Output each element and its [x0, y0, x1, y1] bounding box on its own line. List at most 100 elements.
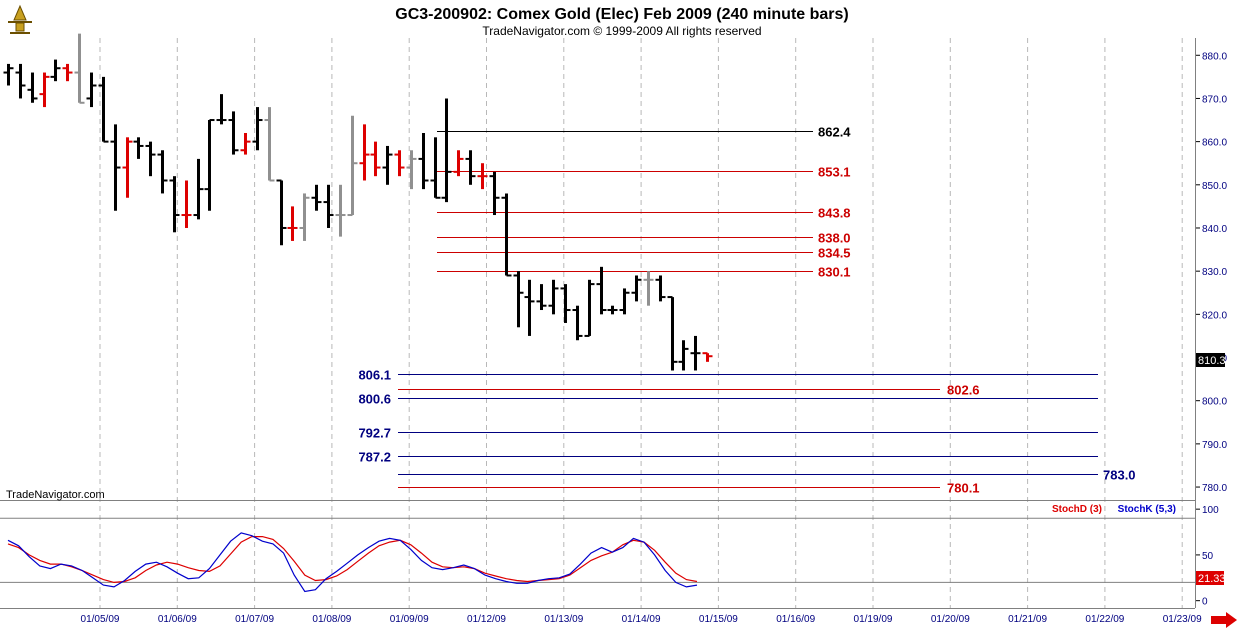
price-bar — [596, 266, 607, 315]
price-tick-label: 860.0 — [1202, 138, 1227, 149]
fib-label: 853.1 — [818, 165, 851, 180]
date-tick-label: 01/23/09 — [1163, 614, 1202, 625]
price-bar — [323, 184, 334, 228]
price-bar — [382, 145, 393, 185]
fib-label: 780.1 — [947, 481, 980, 496]
date-tick-label: 01/22/09 — [1085, 614, 1124, 625]
price-bar — [335, 184, 346, 237]
price-bar — [276, 179, 287, 246]
price-bar — [157, 150, 168, 194]
price-bar — [489, 171, 500, 216]
price-bar — [607, 305, 618, 315]
price-bar — [501, 193, 512, 277]
price-bar — [3, 63, 14, 86]
price-tick-label: 840.0 — [1202, 224, 1227, 235]
price-bar — [394, 150, 405, 177]
date-tick-label: 01/12/09 — [467, 614, 506, 625]
price-bar — [667, 296, 678, 371]
chart-title: GC3-200902: Comex Gold (Elec) Feb 2009 (… — [395, 6, 849, 23]
price-bar — [572, 305, 583, 341]
price-bar — [50, 59, 61, 82]
price-bar — [74, 33, 85, 104]
price-bar — [133, 137, 144, 159]
price-bar — [193, 158, 204, 220]
price-bar — [441, 98, 452, 203]
fib-label: 787.2 — [358, 450, 391, 465]
price-bar — [643, 271, 654, 306]
price-bar — [453, 150, 464, 177]
price-bar — [110, 124, 121, 211]
price-bar — [216, 94, 227, 125]
date-tick-label: 01/21/09 — [1008, 614, 1047, 625]
price-bar — [631, 275, 642, 302]
price-bar — [678, 340, 689, 371]
trade-navigator-logo — [5, 3, 35, 37]
stochastic-lines — [7, 532, 698, 593]
price-bar — [524, 279, 535, 336]
price-bar — [370, 141, 381, 177]
date-tick-label: 01/06/09 — [158, 614, 197, 625]
date-tick-label: 01/19/09 — [854, 614, 893, 625]
chart-subtitle: TradeNavigator.com © 1999-2009 All right… — [482, 24, 761, 38]
price-bar — [513, 271, 524, 328]
scroll-right-arrow-icon[interactable] — [1208, 611, 1238, 629]
date-tick-label: 01/09/09 — [390, 614, 429, 625]
price-bar — [311, 184, 322, 211]
fib-label: 834.5 — [818, 246, 851, 261]
price-tick-label: 850.0 — [1202, 181, 1227, 192]
price-bar — [584, 279, 595, 337]
fib-label: 843.8 — [818, 206, 851, 221]
price-bar — [204, 119, 215, 211]
price-bar — [39, 72, 50, 108]
last-price-label: 810.3 — [1198, 355, 1226, 367]
grid — [0, 38, 1195, 608]
price-bars — [3, 33, 713, 371]
price-bar — [560, 284, 571, 323]
price-bar — [690, 335, 701, 371]
stoch-tick-label: 100 — [1202, 505, 1219, 516]
price-bar — [228, 111, 239, 155]
date-tick-label: 01/20/09 — [931, 614, 970, 625]
price-bar — [536, 284, 547, 311]
price-bar — [465, 150, 476, 185]
stoch-line — [7, 532, 698, 593]
price-tick-label: 780.0 — [1202, 483, 1227, 494]
price-bar — [477, 163, 488, 190]
last-price-tag — [1196, 353, 1225, 367]
price-bar — [406, 150, 417, 190]
price-bar — [619, 288, 630, 315]
price-bar — [15, 63, 26, 99]
price-bar — [240, 132, 251, 155]
price-bar — [299, 193, 310, 241]
price-tick-label: 800.0 — [1202, 397, 1227, 408]
price-tick-label: 820.0 — [1202, 310, 1227, 321]
price-bar — [86, 72, 97, 108]
price-bar — [122, 137, 133, 198]
price-tick-label: 790.0 — [1202, 440, 1227, 451]
fib-label: 830.1 — [818, 265, 851, 280]
stochk-legend: StochK (5,3) — [1118, 504, 1176, 515]
price-bar — [145, 141, 156, 177]
price-bar — [169, 176, 180, 233]
fib-label: 792.7 — [358, 426, 391, 441]
stoch-tick-label: 0 — [1202, 597, 1208, 608]
date-tick-label: 01/08/09 — [312, 614, 351, 625]
price-bar — [702, 352, 713, 362]
date-tick-label: 01/16/09 — [776, 614, 815, 625]
price-bar — [98, 76, 109, 143]
price-bar — [655, 275, 666, 302]
price-tick-label: 830.0 — [1202, 267, 1227, 278]
price-bar — [27, 72, 38, 103]
price-bar — [287, 206, 298, 241]
price-bar — [548, 279, 559, 315]
stochd-legend: StochD (3) — [1052, 504, 1102, 515]
date-tick-label: 01/13/09 — [544, 614, 583, 625]
watermark-text: TradeNavigator.com — [6, 489, 105, 501]
price-bar — [252, 107, 263, 151]
stoch-tick-label: 50 — [1202, 551, 1214, 562]
price-tick-label: 880.0 — [1202, 51, 1227, 62]
price-bar — [181, 180, 192, 228]
price-tick-label: 870.0 — [1202, 94, 1227, 105]
